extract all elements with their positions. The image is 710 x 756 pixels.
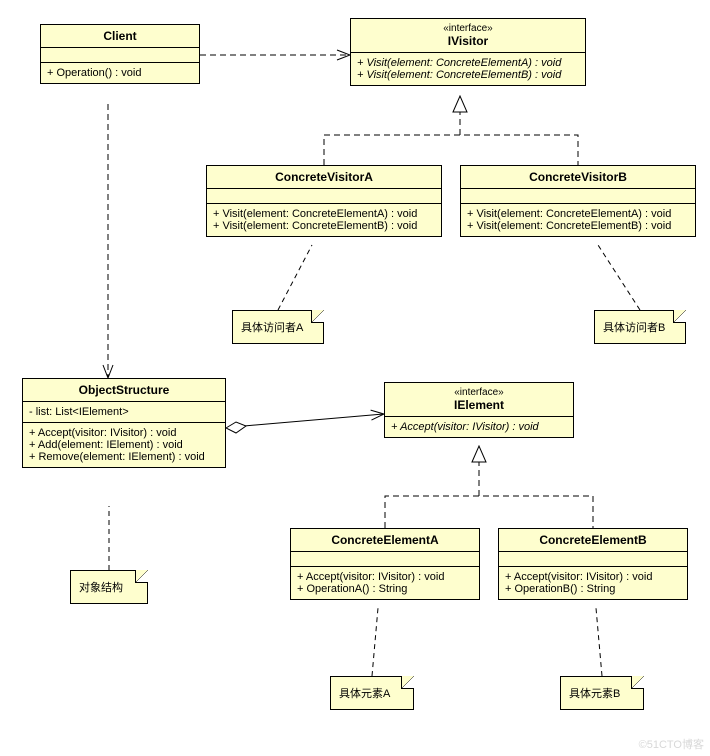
ivisitor-title: «interface» IVisitor bbox=[351, 19, 585, 53]
ielement-ops: + Accept(visitor: IVisitor) : void bbox=[385, 417, 573, 437]
cvb-ops: + Visit(element: ConcreteElementA) : voi… bbox=[461, 204, 695, 236]
class-concreteelement-b: ConcreteElementB + Accept(visitor: IVisi… bbox=[498, 528, 688, 600]
note-elem-a-text: 具体元素A bbox=[339, 688, 390, 700]
interface-ivisitor: «interface» IVisitor + Visit(element: Co… bbox=[350, 18, 586, 86]
objstruct-op-1: + Add(element: IElement) : void bbox=[29, 439, 219, 451]
ceb-ops: + Accept(visitor: IVisitor) : void + Ope… bbox=[499, 567, 687, 599]
note-objstruct: 对象结构 bbox=[70, 570, 148, 604]
edge-objstruct-ielement bbox=[244, 414, 384, 426]
cva-attrs bbox=[207, 189, 441, 204]
note-elem-a: 具体元素A bbox=[330, 676, 414, 710]
note-objstruct-text: 对象结构 bbox=[79, 582, 123, 594]
cvb-name: ConcreteVisitorB bbox=[461, 166, 695, 189]
note-visitor-a-text: 具体访问者A bbox=[241, 322, 303, 334]
cea-op-1: + OperationA() : String bbox=[297, 583, 473, 595]
class-client-name: Client bbox=[41, 25, 199, 48]
note-visitor-b: 具体访问者B bbox=[594, 310, 686, 344]
note-elem-b-text: 具体元素B bbox=[569, 688, 620, 700]
cva-ops: + Visit(element: ConcreteElementA) : voi… bbox=[207, 204, 441, 236]
ceb-attrs bbox=[499, 552, 687, 567]
cva-name: ConcreteVisitorA bbox=[207, 166, 441, 189]
cea-name: ConcreteElementA bbox=[291, 529, 479, 552]
ielement-name: IElement bbox=[391, 398, 567, 412]
class-objectstructure: ObjectStructure - list: List<IElement> +… bbox=[22, 378, 226, 468]
objstruct-op-2: + Remove(element: IElement) : void bbox=[29, 451, 219, 463]
class-client-attrs bbox=[41, 48, 199, 63]
ielement-stereo: «interface» bbox=[391, 387, 567, 398]
cea-attrs bbox=[291, 552, 479, 567]
class-client-ops: + Operation() : void bbox=[41, 63, 199, 83]
diamond-aggregate bbox=[226, 422, 246, 433]
cvb-attrs bbox=[461, 189, 695, 204]
class-concretevisitor-b: ConcreteVisitorB + Visit(element: Concre… bbox=[460, 165, 696, 237]
edge-note-elemB bbox=[596, 608, 602, 676]
edge-visitors-ivisitor-branch bbox=[324, 135, 578, 165]
class-concreteelement-a: ConcreteElementA + Accept(visitor: IVisi… bbox=[290, 528, 480, 600]
watermark-text: ©51CTO博客 bbox=[639, 736, 704, 752]
edge-elements-ielement-branch bbox=[385, 496, 593, 528]
cea-ops: + Accept(visitor: IVisitor) : void + Ope… bbox=[291, 567, 479, 599]
cva-op-0: + Visit(element: ConcreteElementA) : voi… bbox=[213, 208, 435, 220]
interface-ielement: «interface» IElement + Accept(visitor: I… bbox=[384, 382, 574, 438]
cvb-op-1: + Visit(element: ConcreteElementB) : voi… bbox=[467, 220, 689, 232]
ivisitor-name: IVisitor bbox=[357, 34, 579, 48]
edge-note-visitorA bbox=[278, 245, 312, 310]
ceb-op-1: + OperationB() : String bbox=[505, 583, 681, 595]
ivisitor-op-1: + Visit(element: ConcreteElementB) : voi… bbox=[357, 69, 579, 81]
objstruct-ops: + Accept(visitor: IVisitor) : void + Add… bbox=[23, 423, 225, 467]
objstruct-attrs: - list: List<IElement> bbox=[23, 402, 225, 423]
ivisitor-stereo: «interface» bbox=[357, 23, 579, 34]
cva-op-1: + Visit(element: ConcreteElementB) : voi… bbox=[213, 220, 435, 232]
ceb-op-0: + Accept(visitor: IVisitor) : void bbox=[505, 571, 681, 583]
ivisitor-op-0: + Visit(element: ConcreteElementA) : voi… bbox=[357, 57, 579, 69]
objstruct-op-0: + Accept(visitor: IVisitor) : void bbox=[29, 427, 219, 439]
class-client: Client + Operation() : void bbox=[40, 24, 200, 84]
cea-op-0: + Accept(visitor: IVisitor) : void bbox=[297, 571, 473, 583]
edge-note-visitorB bbox=[598, 245, 640, 310]
note-visitor-a: 具体访问者A bbox=[232, 310, 324, 344]
note-elem-b: 具体元素B bbox=[560, 676, 644, 710]
objstruct-name: ObjectStructure bbox=[23, 379, 225, 402]
class-concretevisitor-a: ConcreteVisitorA + Visit(element: Concre… bbox=[206, 165, 442, 237]
ielement-title: «interface» IElement bbox=[385, 383, 573, 417]
edge-note-elemA bbox=[372, 608, 378, 676]
cvb-op-0: + Visit(element: ConcreteElementA) : voi… bbox=[467, 208, 689, 220]
note-visitor-b-text: 具体访问者B bbox=[603, 322, 665, 334]
ivisitor-ops: + Visit(element: ConcreteElementA) : voi… bbox=[351, 53, 585, 85]
ceb-name: ConcreteElementB bbox=[499, 529, 687, 552]
